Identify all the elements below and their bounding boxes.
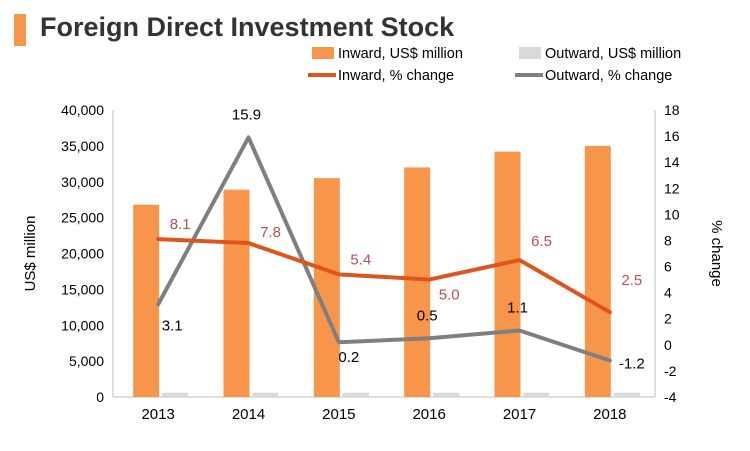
outward-change-label: 0.5: [417, 307, 438, 324]
left-tick-label: 35,000: [61, 138, 104, 154]
inward-change-label: 8.1: [170, 216, 191, 233]
right-tick-label: 18: [664, 102, 680, 118]
left-tick-label: 5,000: [69, 353, 104, 369]
right-tick-label: 2: [664, 311, 672, 327]
outward-change-label: 1.1: [507, 299, 528, 316]
left-tick-label: 25,000: [61, 210, 104, 226]
x-tick-label: 2016: [412, 406, 445, 423]
left-tick-label: 40,000: [61, 102, 104, 118]
outward-change-label: 15.9: [232, 106, 261, 123]
outward-bar: [162, 392, 189, 397]
right-axis: -4 -2 0 2 4 6 8 10 12 14 16 18 % change: [654, 102, 725, 405]
inward-bar: [404, 167, 431, 397]
data-labels: 8.1 7.8 5.4 5.0 6.5 2.5 3.1 15.9 0.2 0.5 1.1 -1.2: [162, 106, 645, 372]
inward-change-label: 2.5: [621, 272, 642, 289]
left-tick-label: 0: [96, 389, 104, 405]
inward-change-line: [156, 237, 612, 315]
right-tick-label: 8: [664, 232, 672, 248]
inward-change-label: 7.8: [260, 224, 281, 241]
inward-change-label: 5.0: [439, 287, 460, 304]
left-tick-label: 20,000: [61, 246, 104, 262]
inward-bar: [313, 178, 340, 397]
right-tick-label: 0: [664, 337, 672, 353]
left-tick-label: 15,000: [61, 281, 104, 297]
x-tick-label: 2015: [322, 406, 355, 423]
lines: [156, 135, 612, 363]
outward-bar: [252, 392, 279, 397]
outward-bar: [433, 392, 460, 397]
page-title: Foreign Direct Investment Stock: [40, 12, 455, 42]
right-tick-label: 12: [664, 180, 680, 196]
x-axis: 2013 2014 2015 2016 2017 2018: [113, 396, 655, 423]
right-tick-label: -2: [664, 363, 677, 379]
left-tick-label: 10,000: [61, 317, 104, 333]
inward-bar: [494, 151, 521, 397]
legend-outward-line-label: Outward, % change: [545, 68, 672, 84]
x-tick-label: 2013: [141, 406, 174, 423]
bars: [133, 145, 640, 397]
legend-inward-bar-label: Inward, US$ million: [338, 46, 463, 62]
right-tick-label: 10: [664, 206, 680, 222]
outward-change-line: [156, 135, 612, 363]
right-tick-label: -4: [664, 389, 677, 405]
right-tick-label: 4: [664, 285, 672, 301]
legend-inward-bar-swatch: [312, 47, 334, 59]
inward-bar: [223, 189, 250, 397]
outward-bar: [342, 392, 369, 397]
x-tick-label: 2018: [593, 406, 626, 423]
x-tick-label: 2014: [232, 406, 265, 423]
legend-inward-line-label: Inward, % change: [338, 68, 454, 84]
right-tick-label: 6: [664, 259, 672, 275]
inward-bar: [133, 204, 160, 397]
outward-bar: [523, 392, 550, 397]
right-axis-title: % change: [708, 220, 725, 287]
left-tick-label: 30,000: [61, 174, 104, 190]
left-axis-title: US$ million: [22, 216, 39, 292]
left-axis: 0 5,000 10,000 15,000 20,000 25,000 30,000 35,0…: [22, 102, 114, 405]
outward-change-label: -1.2: [619, 355, 645, 372]
outward-change-label: 0.2: [338, 349, 359, 366]
outward-change-label: 3.1: [162, 317, 183, 334]
legend-outward-bar-label: Outward, US$ million: [545, 46, 681, 62]
outward-bar: [613, 392, 640, 397]
legend: Inward, US$ million Outward, US$ million I…: [308, 46, 681, 84]
inward-change-label: 5.4: [350, 251, 371, 268]
inward-change-label: 6.5: [531, 233, 552, 250]
right-tick-label: 14: [664, 154, 680, 170]
legend-outward-bar-swatch: [519, 47, 541, 59]
x-tick-label: 2017: [503, 406, 536, 423]
title-accent-bar: [14, 14, 26, 46]
right-tick-label: 16: [664, 128, 680, 144]
